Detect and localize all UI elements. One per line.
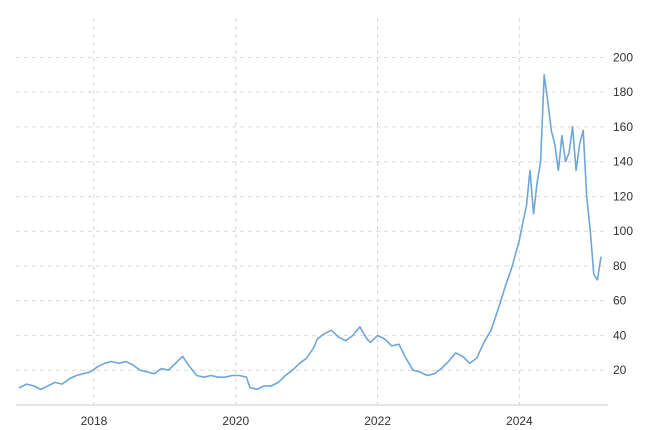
x-tick-label: 2022 [364,414,391,428]
y-tick-label: 40 [613,328,627,342]
price-series-line [18,74,602,391]
y-tick-label: 80 [613,259,627,273]
y-tick-label: 200 [613,50,633,64]
y-grid-lines [16,56,608,371]
y-tick-label: 180 [613,85,633,99]
x-tick-label: 2020 [222,414,249,428]
y-tick-label: 120 [613,189,633,203]
x-tick-label: 2018 [81,414,108,428]
x-tick-label: 2024 [506,414,533,428]
y-tick-label: 60 [613,294,627,308]
y-tick-label: 20 [613,363,627,377]
y-axis-tick-labels: 20 40 60 80 100 120 140 160 180 200 [613,50,633,377]
y-tick-label: 160 [613,120,633,134]
x-grid-lines [93,18,520,405]
y-tick-label: 140 [613,155,633,169]
y-tick-label: 100 [613,224,633,238]
x-axis-tick-labels: 2018 2020 2022 2024 [81,414,533,428]
